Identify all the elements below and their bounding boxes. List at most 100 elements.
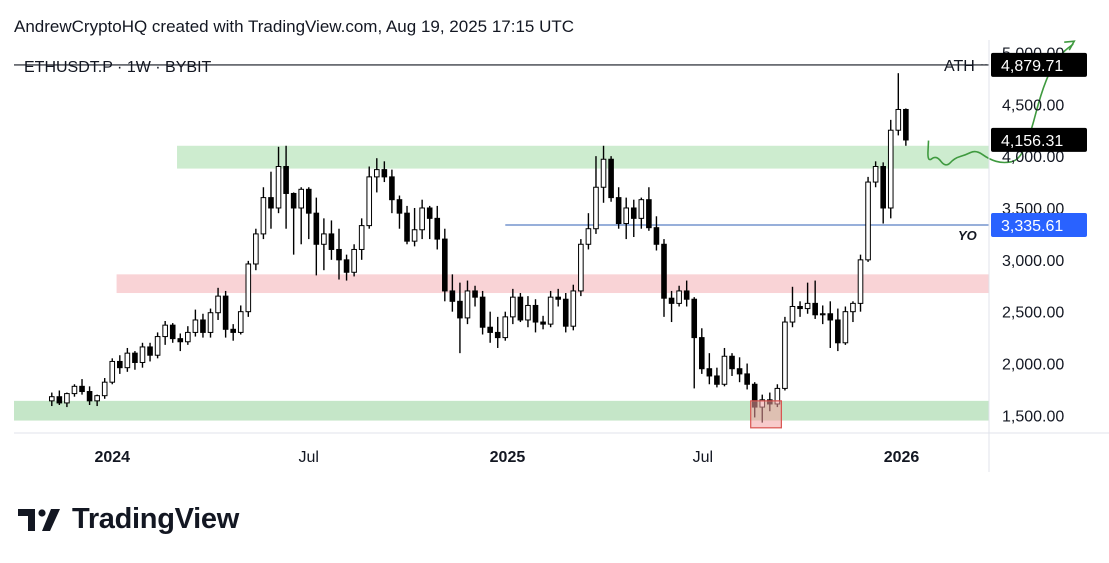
candle xyxy=(721,347,728,387)
tradingview-logo-icon xyxy=(18,508,60,531)
candle xyxy=(48,392,55,407)
price-chart[interactable]: 5,000.004,500.004,000.003,500.003,000.00… xyxy=(0,40,1109,480)
candle xyxy=(449,274,456,312)
candle xyxy=(404,205,410,245)
candle xyxy=(56,390,63,406)
levels-layer xyxy=(14,64,989,226)
candle xyxy=(260,187,267,240)
time-tick: Jul xyxy=(299,449,319,466)
zone-resistance-1 xyxy=(116,274,989,294)
candle xyxy=(706,353,713,385)
candle xyxy=(887,119,894,219)
candle xyxy=(547,290,554,328)
candle xyxy=(64,392,70,408)
candle xyxy=(215,287,221,320)
candle xyxy=(237,305,244,335)
chart-svg[interactable]: 5,000.004,500.004,000.003,500.003,000.00… xyxy=(0,40,1109,480)
candle xyxy=(139,342,146,368)
candle xyxy=(192,309,199,337)
time-tick: 2024 xyxy=(94,449,130,466)
candle xyxy=(207,308,214,338)
candle xyxy=(177,333,184,352)
candle xyxy=(819,305,826,325)
price-tick: 4,500.00 xyxy=(1002,97,1064,114)
candle xyxy=(479,290,486,335)
candle xyxy=(623,197,630,240)
candle xyxy=(668,290,675,323)
candle xyxy=(502,311,509,341)
candle xyxy=(351,244,357,277)
candle xyxy=(895,73,902,136)
candle xyxy=(789,286,796,328)
candle xyxy=(812,280,818,319)
candle xyxy=(298,187,305,245)
candle xyxy=(578,239,584,297)
candle xyxy=(872,161,879,188)
candle xyxy=(290,192,297,255)
candle xyxy=(373,158,380,193)
candle xyxy=(630,199,637,238)
candle xyxy=(230,324,236,341)
price-tick: 1,500.00 xyxy=(1002,408,1064,425)
candle xyxy=(169,323,176,343)
candle xyxy=(79,379,85,395)
candle xyxy=(86,386,93,406)
candle xyxy=(336,228,342,280)
candle xyxy=(525,296,531,328)
zones-layer xyxy=(14,145,990,421)
candles-layer xyxy=(48,73,909,429)
candle xyxy=(797,301,803,317)
candle xyxy=(532,299,539,333)
candle xyxy=(638,197,645,229)
price-label: 4,156.31 xyxy=(991,127,1087,152)
candle xyxy=(358,218,365,260)
candle xyxy=(494,316,501,348)
candle xyxy=(411,207,418,247)
candle xyxy=(117,355,123,374)
candle xyxy=(600,145,607,203)
candle xyxy=(683,280,690,307)
candle xyxy=(555,288,561,307)
candle xyxy=(472,285,478,307)
candle xyxy=(109,358,116,385)
candle xyxy=(253,228,259,271)
svg-text:4,156.31: 4,156.31 xyxy=(1001,133,1063,150)
candle xyxy=(268,171,274,229)
candle xyxy=(585,213,592,250)
candle xyxy=(487,311,493,343)
projection-arrowhead xyxy=(1064,40,1076,51)
price-label: 4,879.71 xyxy=(991,52,1087,77)
candle xyxy=(653,216,660,251)
candle xyxy=(245,260,252,317)
candle xyxy=(827,301,834,348)
candle xyxy=(396,195,403,229)
candle xyxy=(562,293,569,333)
time-tick: 2026 xyxy=(884,449,920,466)
price-tick: 2,500.00 xyxy=(1002,305,1064,322)
candle xyxy=(570,284,577,331)
tradingview-brand: TradingView xyxy=(72,503,239,535)
candle xyxy=(865,176,871,262)
candle xyxy=(457,282,463,354)
candle xyxy=(698,328,705,374)
candle xyxy=(608,156,614,202)
price-tick: 3,000.00 xyxy=(1002,253,1064,270)
level-label-ath: ATH xyxy=(944,58,975,75)
candle xyxy=(744,363,750,390)
candle xyxy=(162,321,168,345)
candle xyxy=(646,187,652,231)
candle xyxy=(464,280,471,325)
time-tick: 2025 xyxy=(490,449,526,466)
candle xyxy=(124,347,131,372)
time-axis: 2024 Jul 2025 Jul 2026 xyxy=(94,449,919,466)
candle xyxy=(804,282,811,314)
candle xyxy=(540,315,546,330)
candle xyxy=(517,293,524,323)
candle xyxy=(850,301,856,323)
level-labels-layer: ATH YO xyxy=(944,58,989,243)
candle xyxy=(283,145,289,229)
candle xyxy=(94,394,100,407)
candle xyxy=(200,313,206,338)
candle xyxy=(154,332,161,359)
candle xyxy=(313,197,320,276)
